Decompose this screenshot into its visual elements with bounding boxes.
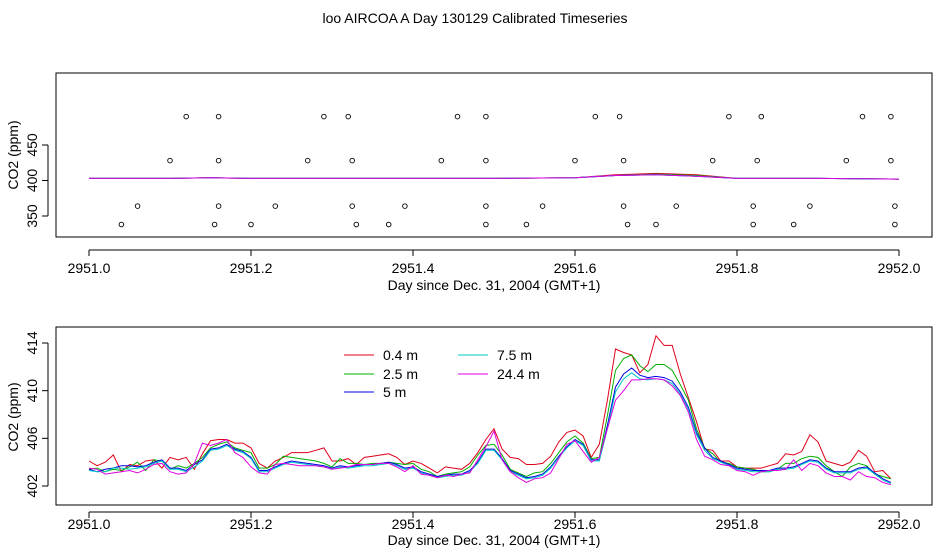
bottom-panel: 2951.0 2951.2 2951.4 2951.6 2951.8 2952.0 402 4… [5, 326, 933, 548]
data-point [620, 203, 627, 209]
data-point [483, 113, 489, 120]
bottom-x-tick-label: 2952.0 [878, 516, 921, 532]
data-point [304, 157, 311, 164]
bottom-x-tick-label: 2951.0 [68, 516, 111, 532]
bottom-series [88, 334, 892, 486]
data-point [118, 221, 125, 228]
bottom-x-axis-label: Day since Dec. 31, 2004 (GMT+1) [388, 532, 601, 548]
data-point [616, 113, 623, 120]
data-point [758, 113, 765, 120]
data-point [248, 221, 254, 228]
top-axis-ticks: 2951.0 2951.2 2951.4 2951.6 2951.8 2952.0 350 4… [24, 133, 921, 276]
top-series-24-4-m [89, 174, 900, 180]
legend-label: 2.5 m [383, 366, 418, 382]
data-point [807, 203, 813, 209]
data-point [215, 157, 222, 164]
data-point [754, 157, 760, 164]
bottom-x-tick-label: 2951.6 [554, 516, 597, 532]
legend-label: 5 m [383, 384, 406, 400]
data-point [620, 157, 627, 164]
bottom-y-tick-label: 414 [24, 331, 40, 355]
data-point [215, 203, 222, 209]
top-panel: 2951.0 2951.2 2951.4 2951.6 2951.8 2952.0 350 4… [5, 72, 933, 293]
data-point [385, 221, 392, 228]
data-point [438, 157, 445, 164]
data-point [272, 203, 279, 209]
bottom-series-7-5-m [88, 372, 892, 485]
bottom-x-tick-label: 2951.8 [716, 516, 759, 532]
legend-label: 24.4 m [497, 366, 540, 382]
legend-label: 0.4 m [383, 347, 418, 363]
bottom-series-0-4-m [88, 334, 892, 480]
data-point [709, 157, 716, 164]
data-point [888, 157, 894, 164]
data-point [353, 221, 360, 228]
data-point [750, 221, 756, 228]
top-x-tick-label: 2951.0 [68, 260, 111, 276]
bottom-x-tick-label: 2951.4 [392, 516, 435, 532]
data-point [349, 157, 355, 164]
bottom-y-tick-label: 406 [24, 426, 40, 450]
data-point [539, 203, 546, 209]
bottom-y-tick-label: 402 [24, 474, 40, 498]
legend-label: 7.5 m [497, 347, 532, 363]
legend: 0.4 m 2.5 m 5 m 7.5 m 24.4 m [344, 347, 540, 400]
top-plot-frame [55, 72, 933, 238]
data-point [523, 221, 530, 228]
data-point [859, 113, 866, 120]
top-y-tick-label: 350 [24, 204, 40, 228]
data-point [183, 113, 189, 120]
top-x-tick-label: 2951.4 [392, 260, 435, 276]
data-point [483, 157, 489, 164]
data-point [653, 221, 659, 228]
data-point [843, 157, 850, 164]
data-point [345, 113, 351, 120]
data-point [349, 203, 355, 209]
bottom-series-2-5-m [88, 354, 892, 480]
bottom-series-24-4-m [88, 378, 892, 486]
data-point [790, 221, 797, 228]
top-y-axis-label: CO2 (ppm) [5, 120, 21, 189]
top-x-tick-label: 2951.2 [230, 260, 273, 276]
data-point [215, 113, 222, 120]
data-point [134, 203, 141, 209]
data-point [483, 203, 489, 209]
data-point [321, 113, 327, 120]
data-point [572, 157, 578, 164]
data-point [888, 113, 894, 120]
data-point [892, 203, 898, 209]
data-point [402, 203, 408, 209]
data-point [726, 113, 732, 120]
bottom-y-axis-label: CO2 (ppm) [5, 382, 21, 451]
data-point [483, 221, 489, 228]
top-series [89, 113, 900, 228]
data-point [167, 157, 173, 164]
top-y-tick-label: 450 [24, 133, 40, 157]
bottom-axis-ticks: 2951.0 2951.2 2951.4 2951.6 2951.8 2952.0 402 4… [24, 331, 921, 532]
data-point [673, 203, 679, 209]
bottom-y-tick-label: 410 [24, 379, 40, 403]
top-x-tick-label: 2951.6 [554, 260, 597, 276]
data-point [454, 113, 461, 120]
page-title: loo AIRCOA A Day 130129 Calibrated Times… [322, 10, 628, 26]
bottom-plot-frame [55, 326, 933, 506]
top-x-axis-label: Day since Dec. 31, 2004 (GMT+1) [388, 277, 601, 293]
data-point [592, 113, 599, 120]
data-point [750, 203, 756, 209]
bottom-x-tick-label: 2951.2 [230, 516, 273, 532]
bottom-series-5-m [88, 367, 892, 483]
top-x-tick-label: 2952.0 [878, 260, 921, 276]
data-point [211, 221, 218, 228]
top-x-tick-label: 2951.8 [716, 260, 759, 276]
data-point [624, 221, 631, 228]
data-point [892, 221, 898, 228]
top-y-tick-label: 400 [24, 169, 40, 193]
